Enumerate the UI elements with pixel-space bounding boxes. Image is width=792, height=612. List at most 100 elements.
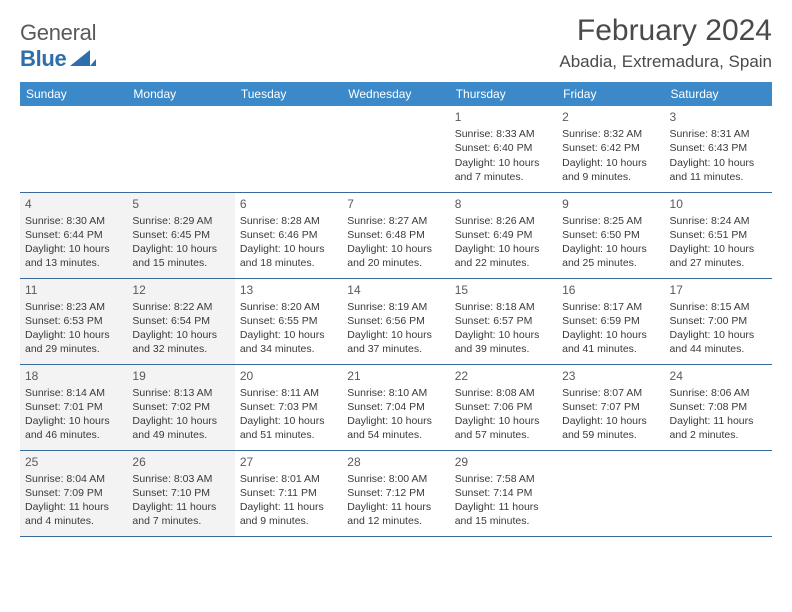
cell-content: Sunrise: 7:58 AMSunset: 7:14 PMDaylight:…: [455, 472, 552, 529]
day-number: 15: [455, 282, 552, 298]
calendar-cell: 14Sunrise: 8:19 AMSunset: 6:56 PMDayligh…: [342, 278, 449, 364]
calendar-cell: [342, 106, 449, 192]
cell-line: Sunrise: 8:00 AM: [347, 472, 444, 486]
calendar-cell: 17 Sunrise: 8:15 AMSunset: 7:00 PMDayligh…: [665, 278, 772, 364]
cell-line: Daylight: 10 hours and 34 minutes.: [240, 328, 337, 356]
cell-content: Sunrise: 8:06 AMSunset: 7:08 PMDaylight:…: [670, 386, 767, 443]
calendar-cell: 20Sunrise: 8:11 AMSunset: 7:03 PMDayligh…: [235, 364, 342, 450]
cell-line: Sunrise: 8:22 AM: [132, 300, 229, 314]
cell-line: Sunrise: 8:07 AM: [562, 386, 659, 400]
calendar-cell: 10Sunrise: 8:24 AMSunset: 6:51 PMDayligh…: [665, 192, 772, 278]
calendar-row: 25Sunrise: 8:04 AMSunset: 7:09 PMDayligh…: [20, 450, 772, 536]
day-number: 7: [347, 196, 444, 212]
day-header: Thursday: [450, 82, 557, 106]
cell-line: Sunset: 7:03 PM: [240, 400, 337, 414]
calendar-cell: [127, 106, 234, 192]
cell-line: Sunrise: 8:24 AM: [670, 214, 767, 228]
cell-line: Sunset: 7:08 PM: [670, 400, 767, 414]
cell-line: Sunset: 6:55 PM: [240, 314, 337, 328]
cell-line: Sunset: 6:43 PM: [670, 141, 767, 155]
cell-content: Sunrise: 8:22 AMSunset: 6:54 PMDaylight:…: [132, 300, 229, 357]
calendar-cell: 26 Sunrise: 8:03 AMSunset: 7:10 PMDayligh…: [127, 450, 234, 536]
logo-text: General Blue: [20, 20, 96, 72]
day-number: 23: [562, 368, 659, 384]
calendar-cell: 19Sunrise: 8:13 AMSunset: 7:02 PMDayligh…: [127, 364, 234, 450]
cell-line: Sunrise: 8:13 AM: [132, 386, 229, 400]
cell-content: Sunrise: 8:19 AMSunset: 6:56 PMDaylight:…: [347, 300, 444, 357]
cell-content: Sunrise: 8:33 AMSunset: 6:40 PMDaylight:…: [455, 127, 552, 184]
calendar-row: 18 Sunrise: 8:14 AMSunset: 7:01 PMDayligh…: [20, 364, 772, 450]
day-number: 4: [25, 196, 122, 212]
calendar-cell: 6Sunrise: 8:28 AMSunset: 6:46 PMDaylight…: [235, 192, 342, 278]
day-header: Friday: [557, 82, 664, 106]
cell-line: Sunrise: 8:28 AM: [240, 214, 337, 228]
day-number: 18: [25, 368, 122, 384]
cell-line: Daylight: 10 hours and 7 minutes.: [455, 156, 552, 184]
logo-triangle-icon: [70, 50, 96, 66]
cell-line: Daylight: 11 hours and 9 minutes.: [240, 500, 337, 528]
day-number: 3: [670, 109, 767, 125]
cell-line: Sunset: 6:50 PM: [562, 228, 659, 242]
cell-line: Sunset: 6:49 PM: [455, 228, 552, 242]
day-number: 8: [455, 196, 552, 212]
day-header: Monday: [127, 82, 234, 106]
cell-line: Sunset: 6:54 PM: [132, 314, 229, 328]
cell-content: Sunrise: 8:25 AMSunset: 6:50 PMDaylight:…: [562, 214, 659, 271]
cell-content: Sunrise: 8:31 AMSunset: 6:43 PMDaylight:…: [670, 127, 767, 184]
day-number: 16: [562, 282, 659, 298]
calendar-cell: 27Sunrise: 8:01 AMSunset: 7:11 PMDayligh…: [235, 450, 342, 536]
cell-line: Sunset: 6:56 PM: [347, 314, 444, 328]
title-block: February 2024 Abadia, Extremadura, Spain: [559, 14, 772, 72]
cell-line: Sunrise: 8:03 AM: [132, 472, 229, 486]
cell-line: Sunrise: 8:30 AM: [25, 214, 122, 228]
cell-line: Sunrise: 8:14 AM: [25, 386, 122, 400]
calendar-cell: [557, 450, 664, 536]
cell-content: Sunrise: 8:08 AMSunset: 7:06 PMDaylight:…: [455, 386, 552, 443]
cell-line: Daylight: 11 hours and 15 minutes.: [455, 500, 552, 528]
cell-line: Sunrise: 8:04 AM: [25, 472, 122, 486]
calendar-cell: 13Sunrise: 8:20 AMSunset: 6:55 PMDayligh…: [235, 278, 342, 364]
cell-line: Sunset: 6:40 PM: [455, 141, 552, 155]
cell-line: Sunrise: 8:33 AM: [455, 127, 552, 141]
cell-line: Sunrise: 8:06 AM: [670, 386, 767, 400]
day-number: 26: [132, 454, 229, 470]
cell-line: Sunset: 7:12 PM: [347, 486, 444, 500]
cell-line: Daylight: 10 hours and 18 minutes.: [240, 242, 337, 270]
cell-content: Sunrise: 8:18 AMSunset: 6:57 PMDaylight:…: [455, 300, 552, 357]
cell-content: Sunrise: 8:30 AMSunset: 6:44 PMDaylight:…: [25, 214, 122, 271]
cell-line: Sunrise: 8:10 AM: [347, 386, 444, 400]
day-header: Tuesday: [235, 82, 342, 106]
cell-line: Sunrise: 8:26 AM: [455, 214, 552, 228]
cell-content: Sunrise: 8:15 AMSunset: 7:00 PMDaylight:…: [670, 300, 767, 357]
cell-line: Daylight: 10 hours and 15 minutes.: [132, 242, 229, 270]
cell-line: Daylight: 11 hours and 7 minutes.: [132, 500, 229, 528]
day-number: 28: [347, 454, 444, 470]
cell-line: Sunset: 6:48 PM: [347, 228, 444, 242]
cell-content: Sunrise: 8:03 AMSunset: 7:10 PMDaylight:…: [132, 472, 229, 529]
day-header: Wednesday: [342, 82, 449, 106]
cell-line: Daylight: 11 hours and 12 minutes.: [347, 500, 444, 528]
day-number: 11: [25, 282, 122, 298]
month-title: February 2024: [559, 14, 772, 48]
day-number: 5: [132, 196, 229, 212]
cell-content: Sunrise: 8:10 AMSunset: 7:04 PMDaylight:…: [347, 386, 444, 443]
calendar-cell: 29Sunrise: 7:58 AMSunset: 7:14 PMDayligh…: [450, 450, 557, 536]
cell-line: Sunset: 7:06 PM: [455, 400, 552, 414]
cell-line: Sunset: 6:42 PM: [562, 141, 659, 155]
day-number: 12: [132, 282, 229, 298]
day-number: 10: [670, 196, 767, 212]
calendar-cell: 18 Sunrise: 8:14 AMSunset: 7:01 PMDayligh…: [20, 364, 127, 450]
cell-content: Sunrise: 8:14 AMSunset: 7:01 PMDaylight:…: [25, 386, 122, 443]
cell-line: Sunset: 6:45 PM: [132, 228, 229, 242]
calendar-cell: 21Sunrise: 8:10 AMSunset: 7:04 PMDayligh…: [342, 364, 449, 450]
day-number: 17: [670, 282, 767, 298]
cell-line: Daylight: 10 hours and 49 minutes.: [132, 414, 229, 442]
day-number: 20: [240, 368, 337, 384]
cell-line: Daylight: 10 hours and 57 minutes.: [455, 414, 552, 442]
logo-text-blue: Blue: [20, 46, 66, 72]
cell-line: Sunrise: 8:17 AM: [562, 300, 659, 314]
calendar-row: 4 Sunrise: 8:30 AMSunset: 6:44 PMDaylight…: [20, 192, 772, 278]
header: General Blue February 2024 Abadia, Extre…: [20, 14, 772, 72]
calendar-cell: [235, 106, 342, 192]
cell-line: Daylight: 10 hours and 59 minutes.: [562, 414, 659, 442]
